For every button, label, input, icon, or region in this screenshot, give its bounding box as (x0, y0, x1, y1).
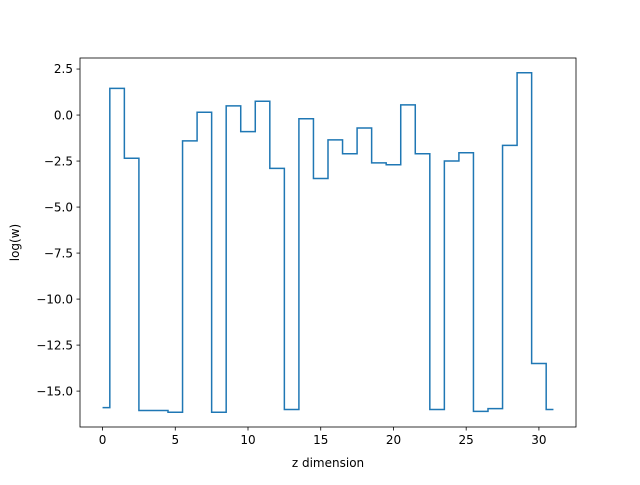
y-tick-label: −2.5 (44, 154, 73, 168)
y-tick-label: −5.0 (44, 200, 73, 214)
x-axis: 0 5 10 15 20 25 30 (99, 427, 547, 447)
y-tick-label: −7.5 (44, 246, 73, 260)
x-tick-label: 15 (313, 433, 328, 447)
y-axis: 2.5 0.0 −2.5 −5.0 −7.5 −10.0 −12.5 −15.0 (36, 62, 80, 398)
axes-frame (79, 57, 577, 428)
x-tick-label: 30 (531, 433, 546, 447)
x-tick-label: 0 (99, 433, 107, 447)
y-tick-label: −10.0 (36, 292, 73, 306)
y-tick-label: −12.5 (36, 338, 73, 352)
series-line-0 (102, 71, 554, 414)
y-tick-label: 2.5 (54, 62, 73, 76)
x-tick-label: 20 (386, 433, 401, 447)
x-axis-label: z dimension (292, 456, 364, 470)
y-axis-label: log(w) (8, 224, 22, 261)
series-layer (102, 71, 554, 414)
y-tick-label: 0.0 (54, 108, 73, 122)
x-tick-label: 25 (459, 433, 474, 447)
y-tick-label: −15.0 (36, 384, 73, 398)
x-tick-label: 10 (240, 433, 255, 447)
x-tick-label: 5 (171, 433, 179, 447)
